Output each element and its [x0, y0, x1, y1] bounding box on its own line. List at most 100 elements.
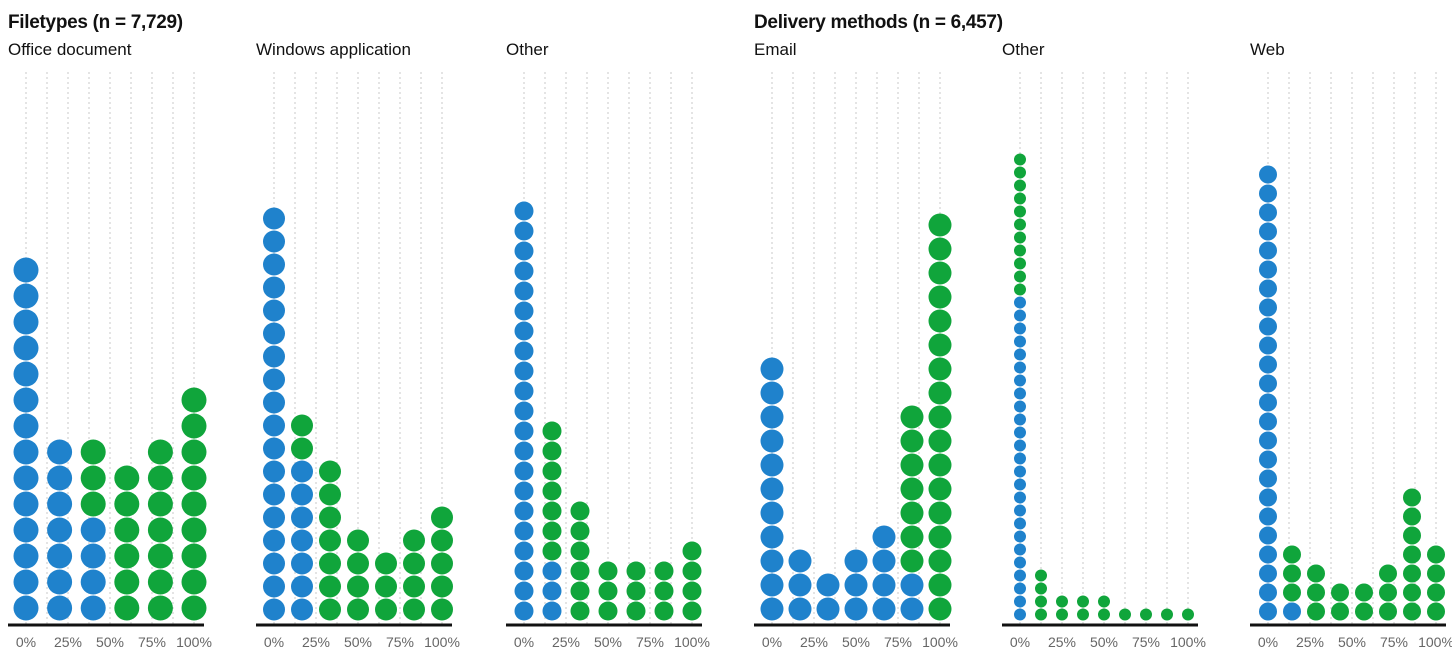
- dot-blue: [291, 552, 313, 575]
- x-tick-label: 25%: [800, 634, 828, 650]
- dot-blue: [1014, 530, 1026, 543]
- dot-green: [403, 598, 425, 621]
- dot-green: [1014, 153, 1026, 166]
- dot-green: [1014, 192, 1026, 205]
- dot-blue: [816, 573, 840, 597]
- dot-blue: [291, 483, 313, 506]
- dot-green: [291, 414, 313, 437]
- dot-blue: [760, 573, 784, 597]
- dot-blue: [760, 597, 784, 621]
- dot-blue: [514, 581, 534, 601]
- dot-blue: [1259, 507, 1277, 526]
- dot-blue: [13, 361, 39, 387]
- dot-blue: [760, 477, 784, 501]
- dot-green: [181, 569, 207, 595]
- dot-blue: [514, 381, 534, 401]
- dot-green: [1379, 564, 1397, 583]
- dot-green: [928, 237, 952, 261]
- dot-green: [928, 429, 952, 453]
- dot-blue: [1014, 322, 1026, 335]
- dot-green: [682, 581, 702, 601]
- dot-blue: [1014, 465, 1026, 478]
- dot-blue: [80, 569, 106, 595]
- x-tick-label: 0%: [16, 634, 36, 650]
- dot-green: [375, 575, 397, 598]
- x-tick-label: 75%: [884, 634, 912, 650]
- dot-green: [403, 575, 425, 598]
- dot-green: [1403, 526, 1421, 545]
- dot-blue: [1014, 387, 1026, 400]
- dot-blue: [47, 439, 73, 465]
- dot-blue: [788, 597, 812, 621]
- dot-green: [928, 597, 952, 621]
- dot-green: [1035, 569, 1047, 582]
- dot-blue: [760, 429, 784, 453]
- dot-blue: [263, 230, 285, 253]
- dot-green: [1403, 564, 1421, 583]
- dot-green: [431, 506, 453, 529]
- dot-green: [542, 501, 562, 521]
- dot-blue: [80, 595, 106, 621]
- dot-chart-web: 0% 25% 50% 75% 100%: [1250, 72, 1452, 650]
- dot-blue: [872, 597, 896, 621]
- dot-green: [900, 405, 924, 429]
- dot-green: [1035, 608, 1047, 621]
- dot-green: [1056, 595, 1068, 608]
- dot-blue: [514, 301, 534, 321]
- dot-green: [319, 552, 341, 575]
- dot-green: [542, 421, 562, 441]
- dot-green: [542, 521, 562, 541]
- dot-blue: [1259, 203, 1277, 222]
- dot-blue: [1014, 348, 1026, 361]
- dot-green: [900, 501, 924, 525]
- dot-blue: [13, 309, 39, 335]
- dot-blue: [1259, 431, 1277, 450]
- panel-email: Email 0% 25% 50% 75% 100%: [754, 40, 964, 650]
- x-tick-label: 50%: [1338, 634, 1366, 650]
- dot-green: [928, 525, 952, 549]
- dot-blue: [514, 401, 534, 421]
- dot-green: [375, 598, 397, 621]
- x-tick-label: 50%: [96, 634, 124, 650]
- dot-green: [626, 581, 646, 601]
- dot-green: [570, 541, 590, 561]
- dot-blue: [542, 561, 562, 581]
- dot-blue: [514, 201, 534, 221]
- dot-blue: [263, 598, 285, 621]
- x-tick-label: 75%: [1132, 634, 1160, 650]
- dot-blue: [1014, 439, 1026, 452]
- dot-green: [1056, 608, 1068, 621]
- dot-green: [900, 477, 924, 501]
- dot-green: [626, 561, 646, 581]
- dot-blue: [263, 322, 285, 345]
- dot-green: [347, 575, 369, 598]
- dot-green: [1355, 602, 1373, 621]
- dot-blue: [542, 601, 562, 621]
- dot-blue: [1014, 478, 1026, 491]
- dot-green: [375, 552, 397, 575]
- dot-green: [181, 517, 207, 543]
- dot-blue: [263, 414, 285, 437]
- dot-blue: [291, 460, 313, 483]
- dot-green: [1379, 602, 1397, 621]
- dot-blue: [1259, 488, 1277, 507]
- dot-blue: [514, 441, 534, 461]
- dot-green: [1035, 595, 1047, 608]
- dot-blue: [1014, 335, 1026, 348]
- dot-green: [654, 561, 674, 581]
- dot-blue: [13, 543, 39, 569]
- dot-blue: [13, 387, 39, 413]
- x-tick-label: 100%: [1170, 634, 1206, 650]
- dot-green: [147, 595, 173, 621]
- dot-blue: [760, 381, 784, 405]
- dot-blue: [13, 283, 39, 309]
- dot-green: [928, 357, 952, 381]
- dot-blue: [514, 221, 534, 241]
- panel-title: Office document: [8, 40, 132, 59]
- dot-blue: [13, 465, 39, 491]
- dot-blue: [47, 595, 73, 621]
- dot-blue: [13, 569, 39, 595]
- dot-green: [147, 543, 173, 569]
- dot-green: [319, 575, 341, 598]
- dot-green: [114, 465, 140, 491]
